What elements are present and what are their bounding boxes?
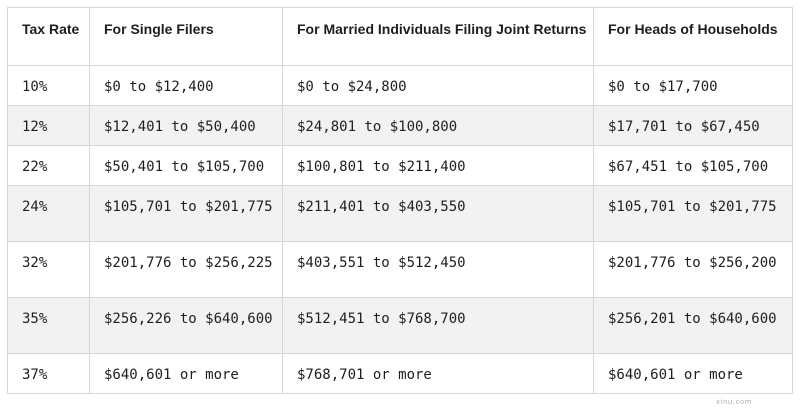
- table-row: 12% $12,401 to $50,400 $24,801 to $100,8…: [7, 105, 793, 146]
- household-cell: $256,201 to $640,600: [593, 297, 793, 354]
- single-cell: $201,776 to $256,225: [89, 241, 283, 298]
- header-tax-rate: Tax Rate: [7, 7, 90, 66]
- rate-cell: 10%: [7, 65, 90, 106]
- married-cell: $0 to $24,800: [282, 65, 594, 106]
- table-row: 37% $640,601 or more $768,701 or more $6…: [7, 353, 793, 394]
- single-cell: $50,401 to $105,700: [89, 145, 283, 186]
- household-cell: $0 to $17,700: [593, 65, 793, 106]
- married-cell: $211,401 to $403,550: [282, 185, 594, 242]
- table-row: 24% $105,701 to $201,775 $211,401 to $40…: [7, 185, 793, 242]
- married-cell: $512,451 to $768,700: [282, 297, 594, 354]
- header-heads-of-households: For Heads of Households: [593, 7, 793, 66]
- rate-cell: 24%: [7, 185, 90, 242]
- single-cell: $256,226 to $640,600: [89, 297, 283, 354]
- single-cell: $105,701 to $201,775: [89, 185, 283, 242]
- table-row: 35% $256,226 to $640,600 $512,451 to $76…: [7, 297, 793, 354]
- table-row: 32% $201,776 to $256,225 $403,551 to $51…: [7, 241, 793, 298]
- rate-cell: 37%: [7, 353, 90, 394]
- rate-cell: 35%: [7, 297, 90, 354]
- tax-bracket-table: Tax Rate For Single Filers For Married I…: [7, 7, 793, 394]
- married-cell: $768,701 or more: [282, 353, 594, 394]
- household-cell: $640,601 or more: [593, 353, 793, 394]
- table-row: 22% $50,401 to $105,700 $100,801 to $211…: [7, 145, 793, 186]
- married-cell: $403,551 to $512,450: [282, 241, 594, 298]
- header-single-filers: For Single Filers: [89, 7, 283, 66]
- rate-cell: 12%: [7, 105, 90, 146]
- rate-cell: 22%: [7, 145, 90, 186]
- watermark: xinu.com: [715, 398, 752, 406]
- household-cell: $17,701 to $67,450: [593, 105, 793, 146]
- single-cell: $0 to $12,400: [89, 65, 283, 106]
- single-cell: $12,401 to $50,400: [89, 105, 283, 146]
- married-cell: $100,801 to $211,400: [282, 145, 594, 186]
- header-married-joint: For Married Individuals Filing Joint Ret…: [282, 7, 594, 66]
- household-cell: $201,776 to $256,200: [593, 241, 793, 298]
- married-cell: $24,801 to $100,800: [282, 105, 594, 146]
- header-row: Tax Rate For Single Filers For Married I…: [7, 7, 793, 66]
- household-cell: $67,451 to $105,700: [593, 145, 793, 186]
- single-cell: $640,601 or more: [89, 353, 283, 394]
- table-row: 10% $0 to $12,400 $0 to $24,800 $0 to $1…: [7, 65, 793, 106]
- household-cell: $105,701 to $201,775: [593, 185, 793, 242]
- rate-cell: 32%: [7, 241, 90, 298]
